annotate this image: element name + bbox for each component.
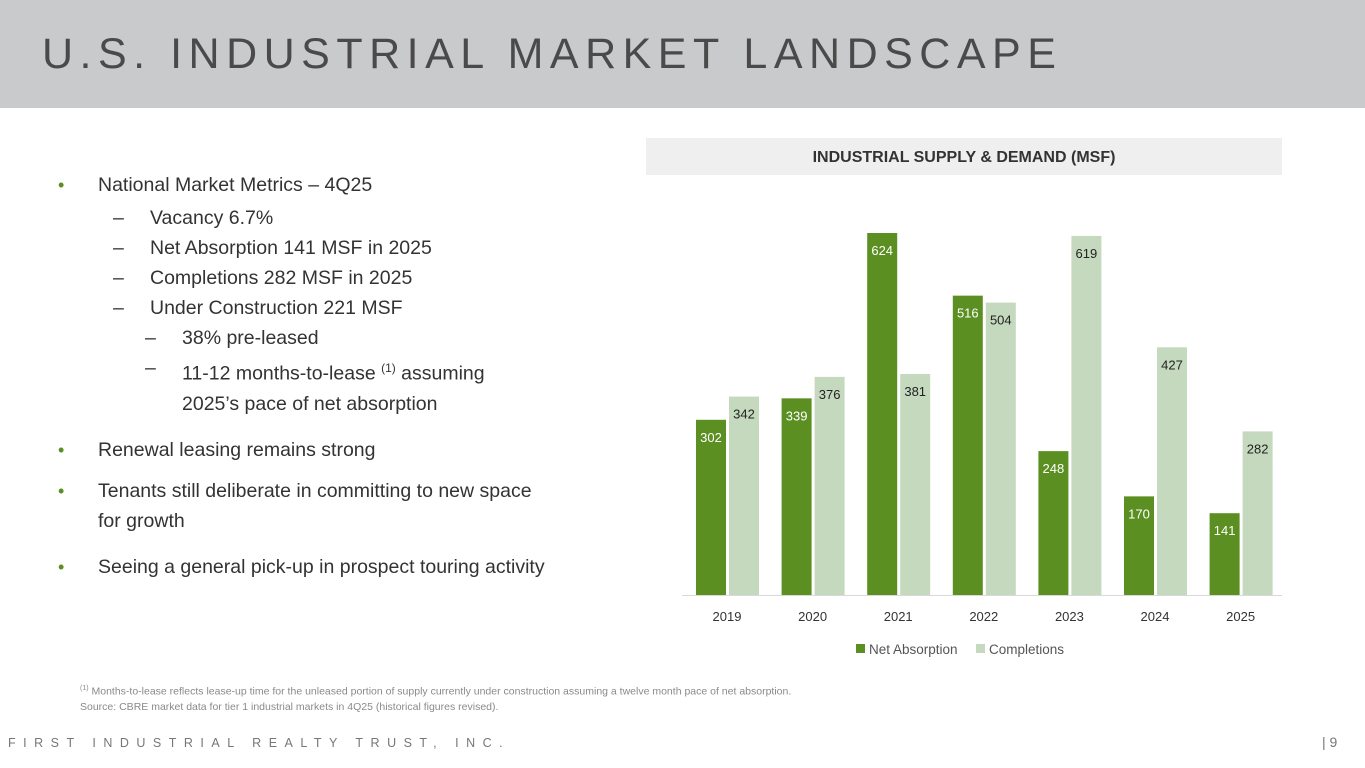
bullet-text: Renewal leasing remains strong	[98, 438, 376, 461]
bullet-text: for growth	[98, 509, 185, 532]
legend-label: Net Absorption	[869, 642, 958, 657]
bar-net-absorption-2025	[1209, 513, 1240, 595]
data-label: 516	[957, 306, 979, 321]
x-tick-label: 2024	[1141, 609, 1170, 624]
x-tick-label: 2023	[1055, 609, 1084, 624]
bullet-text: 38% pre-leased	[182, 327, 319, 349]
data-label: 339	[786, 408, 808, 423]
footnote-ref: (1)	[381, 361, 396, 375]
page-number: | 9	[1322, 734, 1338, 750]
x-tick-label: 2025	[1226, 609, 1255, 624]
sub-bullet: – Vacancy 6.7%	[113, 207, 274, 229]
bar-completions-2023	[1071, 235, 1102, 595]
legend-label: Completions	[989, 642, 1064, 657]
bar-completions-2024	[1157, 347, 1187, 595]
bullet-text: assuming	[395, 362, 485, 385]
data-label: 282	[1247, 441, 1269, 456]
bar-net-absorption-2023	[1038, 451, 1069, 595]
bar-completions-2022	[985, 302, 1016, 595]
sub-sub-bullet: –38% pre-leased	[145, 327, 319, 349]
footnote: (1) Months-to-lease reflects lease-up ti…	[80, 681, 791, 715]
bar-completions-2021	[900, 373, 931, 595]
data-label: 342	[733, 407, 755, 422]
sub-bullet: – Under Construction 221 MSF	[113, 297, 403, 319]
bar-net-absorption-2024	[1124, 496, 1154, 595]
bullet-list: • National Market Metrics – 4Q25 – Vacancy…	[58, 170, 545, 582]
sub-bullet: – Net Absorption 141 MSF in 2025	[113, 237, 432, 259]
bullet-text: Under Construction 221 MSF	[150, 297, 403, 319]
data-label: 381	[904, 384, 926, 399]
bullet-text: Net Absorption 141 MSF in 2025	[150, 237, 432, 259]
company-name: FIRST INDUSTRIAL REALTY TRUST, INC.	[8, 736, 511, 750]
bar-net-absorption-2022	[952, 295, 983, 595]
page-title: U.S. INDUSTRIAL MARKET LANDSCAPE	[42, 30, 1063, 78]
bar-completions-2025	[1242, 431, 1273, 595]
bullet-text: Tenants still deliberate in committing t…	[98, 479, 532, 502]
data-label: 427	[1161, 357, 1183, 372]
data-label: 170	[1128, 506, 1150, 521]
legend-swatch	[856, 644, 865, 653]
bar-net-absorption-2020	[781, 398, 812, 595]
x-tick-label: 2022	[969, 609, 998, 624]
bar-net-absorption-2019	[696, 419, 726, 595]
sub-bullet: – Completions 282 MSF in 2025	[113, 267, 413, 289]
footnote-marker: (1)	[80, 685, 89, 692]
legend-swatch	[976, 644, 985, 653]
bullet-item: • Seeing a general pick-up in prospect to…	[58, 555, 545, 578]
data-label: 376	[819, 387, 841, 402]
x-tick-label: 2019	[713, 609, 742, 624]
bullet-text: Completions 282 MSF in 2025	[150, 267, 413, 289]
bullet-text: 2025’s pace of net absorption	[182, 392, 438, 415]
sub-sub-bullet: –11-12 months-to-lease (1) assuming 2025’…	[145, 357, 485, 415]
bullet-item: • Renewal leasing remains strong	[58, 438, 376, 461]
data-label: 504	[990, 313, 1012, 328]
header-band	[0, 0, 1365, 108]
bullet-item: • Tenants still deliberate in committing …	[58, 479, 532, 532]
bar-completions-2020	[814, 376, 845, 595]
data-label: 619	[1076, 246, 1098, 261]
data-label: 624	[871, 243, 893, 258]
data-label: 248	[1043, 461, 1065, 476]
chart-title: INDUSTRIAL SUPPLY & DEMAND (MSF)	[646, 138, 1282, 175]
bullet-text: Vacancy 6.7%	[150, 207, 274, 229]
data-label: 302	[700, 430, 722, 445]
footnote-text: Months-to-lease reflects lease-up time f…	[88, 685, 792, 698]
bullet-text: Seeing a general pick-up in prospect tou…	[98, 555, 545, 578]
x-tick-label: 2021	[884, 609, 913, 624]
x-tick-label: 2020	[798, 609, 827, 624]
bullet-item: • National Market Metrics – 4Q25	[58, 174, 373, 196]
bullet-text: 11-12 months-to-lease	[182, 362, 382, 385]
data-label: 141	[1214, 523, 1236, 538]
source-text: Source: CBRE market data for tier 1 indu…	[80, 700, 499, 713]
bullet-text: National Market Metrics – 4Q25	[98, 174, 373, 196]
bar-net-absorption-2021	[867, 233, 898, 595]
bar-completions-2019	[729, 396, 759, 595]
